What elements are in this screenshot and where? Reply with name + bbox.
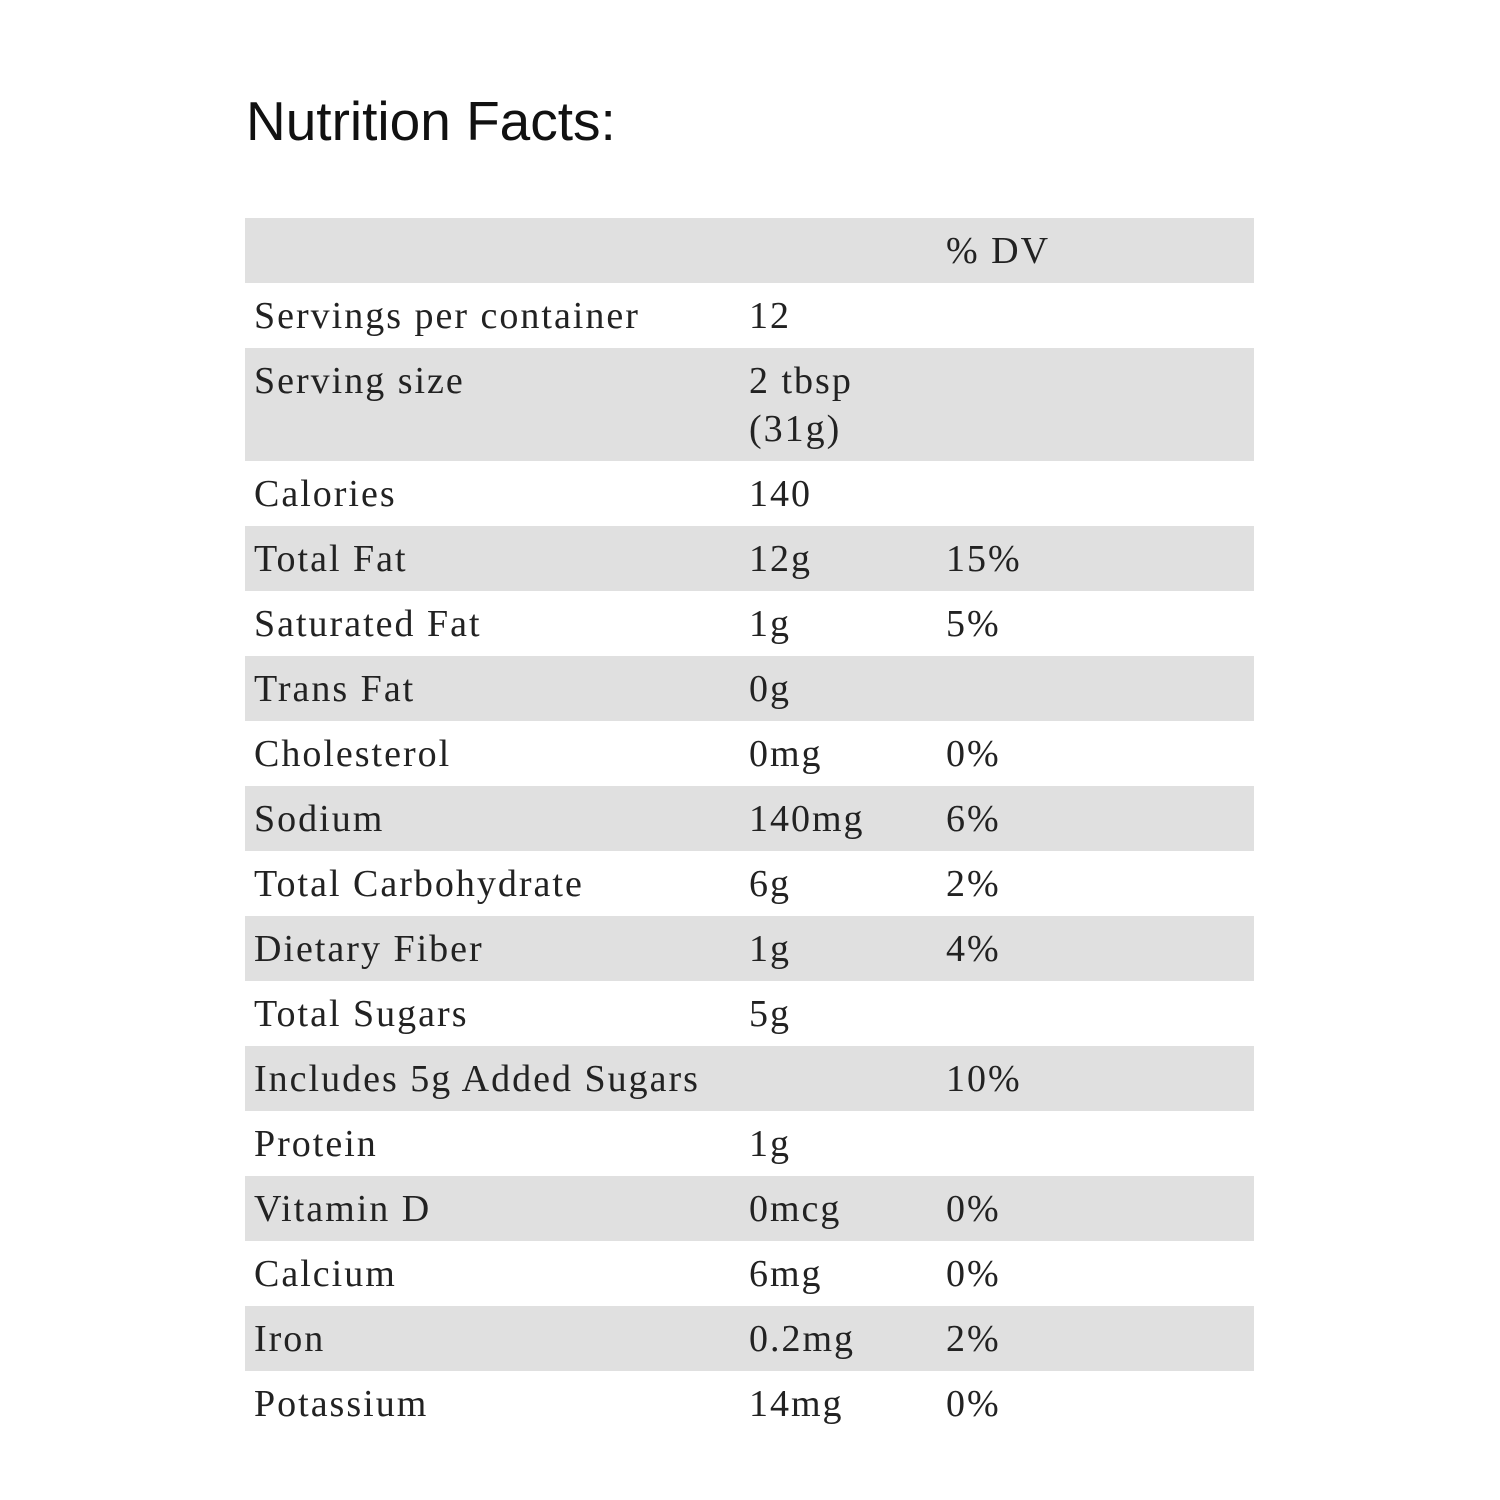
- nutrient-name: Calories: [254, 473, 397, 515]
- nutrient-name: Total Sugars: [254, 993, 469, 1035]
- nutrient-dv: 10%: [946, 1058, 1022, 1100]
- table-header-row: % DV: [245, 218, 1254, 283]
- header-dv-cell: % DV: [946, 230, 1051, 272]
- nutrient-amount: 1g: [749, 928, 791, 970]
- nutrient-dv: 0%: [946, 1188, 1001, 1230]
- table-row: Total Fat 12g 15%: [245, 526, 1254, 591]
- table-row: Calories 140: [245, 461, 1254, 526]
- table-row: Protein 1g: [245, 1111, 1254, 1176]
- nutrition-table: % DV Servings per container 12 Serving s…: [245, 218, 1254, 1436]
- nutrient-name: Protein: [254, 1123, 378, 1165]
- table-row: Sodium 140mg 6%: [245, 786, 1254, 851]
- nutrient-name: Potassium: [254, 1383, 429, 1425]
- nutrient-amount: 0mcg: [749, 1188, 842, 1230]
- nutrient-amount: 1g: [749, 603, 791, 645]
- nutrient-name: Saturated Fat: [254, 603, 482, 645]
- nutrient-amount: 12: [749, 295, 791, 337]
- nutrient-amount: 0.2mg: [749, 1318, 856, 1360]
- table-row: Total Carbohydrate 6g 2%: [245, 851, 1254, 916]
- table-row: Vitamin D 0mcg 0%: [245, 1176, 1254, 1241]
- nutrient-dv: 0%: [946, 733, 1001, 775]
- nutrient-amount: 140: [749, 473, 812, 515]
- nutrient-dv: [938, 981, 1254, 1046]
- nutrient-name: Includes 5g Added Sugars: [254, 1058, 700, 1100]
- nutrient-dv: 15%: [946, 538, 1022, 580]
- nutrient-amount: 0g: [749, 668, 791, 710]
- table-row: Iron 0.2mg 2%: [245, 1306, 1254, 1371]
- nutrient-name: Serving size: [254, 360, 465, 402]
- table-row: Includes 5g Added Sugars 10%: [245, 1046, 1254, 1111]
- table-row: Total Sugars 5g: [245, 981, 1254, 1046]
- table-row: Servings per container 12: [245, 283, 1254, 348]
- nutrient-name: Iron: [254, 1318, 326, 1360]
- nutrient-amount: [740, 1046, 938, 1111]
- nutrient-dv: 2%: [946, 1318, 1001, 1360]
- nutrient-dv: [938, 461, 1254, 526]
- nutrient-dv: [938, 283, 1254, 348]
- table-row: Trans Fat 0g: [245, 656, 1254, 721]
- table-row: Cholesterol 0mg 0%: [245, 721, 1254, 786]
- nutrient-name: Vitamin D: [254, 1188, 432, 1230]
- nutrient-dv: [938, 348, 1254, 461]
- nutrient-amount: 1g: [749, 1123, 791, 1165]
- page-title: Nutrition Facts:: [246, 90, 616, 152]
- nutrient-amount: 14mg: [749, 1383, 844, 1425]
- nutrient-amount: 6g: [749, 863, 791, 905]
- table-row: Saturated Fat 1g 5%: [245, 591, 1254, 656]
- nutrient-name: Dietary Fiber: [254, 928, 484, 970]
- header-name-cell: [245, 218, 740, 283]
- nutrient-dv: 5%: [946, 603, 1001, 645]
- nutrient-amount: 2 tbsp (31g): [749, 360, 853, 450]
- nutrient-name: Sodium: [254, 798, 385, 840]
- table-row: Dietary Fiber 1g 4%: [245, 916, 1254, 981]
- nutrient-name: Cholesterol: [254, 733, 452, 775]
- table-row: Serving size 2 tbsp (31g): [245, 348, 1254, 461]
- nutrient-name: Servings per container: [254, 295, 640, 337]
- nutrient-amount: 0mg: [749, 733, 823, 775]
- nutrient-name: Total Fat: [254, 538, 408, 580]
- nutrient-dv: 2%: [946, 863, 1001, 905]
- nutrient-name: Trans Fat: [254, 668, 416, 710]
- table-row: Potassium 14mg 0%: [245, 1371, 1254, 1436]
- nutrient-dv: [938, 656, 1254, 721]
- nutrient-amount: 6mg: [749, 1253, 823, 1295]
- nutrient-name: Total Carbohydrate: [254, 863, 584, 905]
- nutrient-amount: 140mg: [749, 798, 865, 840]
- nutrient-amount: 5g: [749, 993, 791, 1035]
- nutrient-amount: 12g: [749, 538, 812, 580]
- table-row: Calcium 6mg 0%: [245, 1241, 1254, 1306]
- nutrient-name: Calcium: [254, 1253, 397, 1295]
- nutrient-dv: [938, 1111, 1254, 1176]
- nutrient-dv: 6%: [946, 798, 1001, 840]
- nutrient-dv: 4%: [946, 928, 1001, 970]
- nutrient-dv: 0%: [946, 1383, 1001, 1425]
- nutrient-dv: 0%: [946, 1253, 1001, 1295]
- header-amount-cell: [740, 218, 938, 283]
